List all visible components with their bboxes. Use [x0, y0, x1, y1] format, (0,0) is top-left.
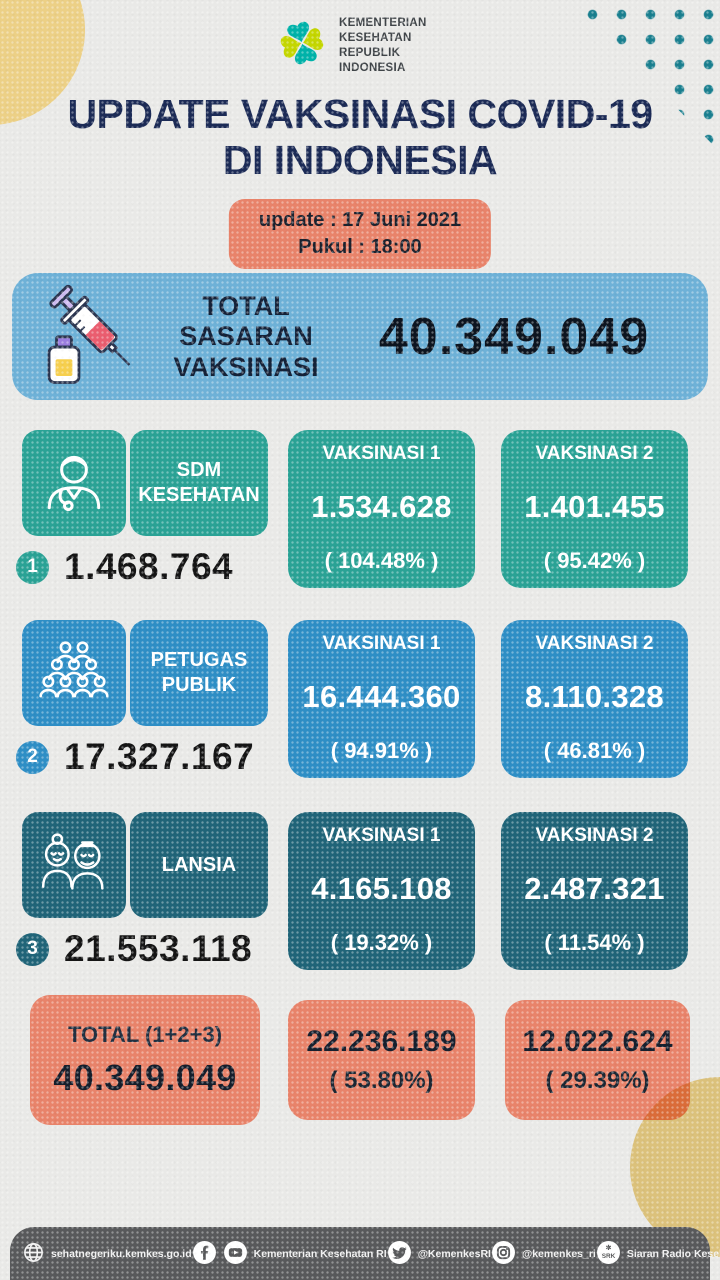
vaksinasi-2-label: VAKSINASI 2: [535, 443, 654, 464]
elderly-couple-icon: [22, 812, 126, 918]
group-name: SDM KESEHATAN: [130, 430, 268, 536]
total-vaksinasi-2-value: 12.022.624: [522, 1025, 673, 1058]
group-petugas-publik: PETUGAS PUBLIK 2 17.327.167 VAKSINASI 1 …: [16, 620, 688, 778]
social-media-footer: sehatnegeriku.kemkes.go.id Kementerian K…: [10, 1227, 720, 1280]
grand-total-card: TOTAL (1+2+3) 40.349.049: [30, 995, 260, 1125]
vaksinasi-2-card: VAKSINASI 2 2.487.321 ( 11.54% ): [501, 812, 688, 970]
instagram-handle: @kemenkes_ri: [521, 1247, 596, 1260]
group-sdm-kesehatan: SDM KESEHATAN 1 1.468.764 VAKSINASI 1 1.…: [16, 430, 688, 588]
vaksinasi-2-value: 8.110.328: [525, 678, 664, 714]
twitter-item: @KemenkesRI: [387, 1240, 491, 1268]
svg-text:SRK: SRK: [602, 1253, 616, 1260]
page-title: UPDATE VAKSINASI COVID-19 DI INDONESIA: [0, 91, 720, 184]
radio-item: SRK Siaran Radio Kesehatan: [596, 1240, 720, 1268]
vaksinasi-1-percent: ( 94.91% ): [330, 738, 433, 763]
youtube-icon: [223, 1240, 248, 1268]
vaksinasi-1-value: 16.444.360: [302, 678, 461, 714]
ministry-name: KEMENTERIAN KESEHATAN REPUBLIK INDONESIA: [339, 17, 427, 74]
globe-icon: [22, 1241, 45, 1267]
update-time: Pukul : 18:00: [298, 236, 422, 258]
vaksinasi-2-percent: ( 11.54% ): [544, 930, 645, 955]
vaksinasi-2-card: VAKSINASI 2 1.401.455 ( 95.42% ): [501, 430, 688, 588]
total-vaksinasi-1-value: 22.236.189: [306, 1025, 457, 1058]
vaksinasi-2-card: VAKSINASI 2 8.110.328 ( 46.81% ): [501, 620, 688, 778]
vaksinasi-1-value: 1.534.628: [311, 488, 452, 524]
update-date-badge: update : 17 Juni 2021 Pukul : 18:00: [228, 199, 492, 269]
total-target-label: TOTAL SASARAN VAKSINASI: [173, 291, 319, 382]
title-line-1: UPDATE VAKSINASI COVID-19: [67, 91, 653, 137]
group-name: LANSIA: [130, 812, 268, 918]
vaksinasi-1-value: 4.165.108: [311, 870, 452, 906]
group-lansia: LANSIA 3 21.553.118 VAKSINASI 1 4.165.10…: [16, 812, 688, 970]
vaksinasi-1-label: VAKSINASI 1: [322, 633, 441, 654]
vaksinasi-2-value: 2.487.321: [524, 870, 665, 906]
instagram-icon: [491, 1240, 516, 1268]
srk-radio-icon: SRK: [596, 1240, 621, 1268]
website-item: sehatnegeriku.kemkes.go.id: [22, 1241, 192, 1267]
website-url: sehatnegeriku.kemkes.go.id: [51, 1247, 192, 1260]
title-line-2: DI INDONESIA: [222, 136, 498, 183]
syringe-vial-icon: [36, 275, 148, 398]
vaksinasi-2-label: VAKSINASI 2: [535, 633, 654, 654]
vaksinasi-1-card: VAKSINASI 1 1.534.628 ( 104.48% ): [288, 430, 475, 588]
vaksinasi-1-card: VAKSINASI 1 4.165.108 ( 19.32% ): [288, 812, 475, 970]
grand-total-label: TOTAL (1+2+3): [67, 1021, 223, 1047]
group-number-badge: 2: [16, 740, 49, 774]
vaksinasi-1-label: VAKSINASI 1: [322, 443, 441, 464]
vaksinasi-2-percent: ( 46.81% ): [543, 738, 646, 763]
group-number-badge: 3: [16, 932, 49, 966]
group-target-value: 21.553.118: [64, 928, 253, 969]
group-target-value: 1.468.764: [64, 546, 234, 587]
total-vaksinasi-1-card: 22.236.189 ( 53.80%): [288, 1000, 475, 1120]
total-target-value: 40.349.049: [378, 307, 650, 366]
twitter-handle: @KemenkesRI: [417, 1247, 491, 1260]
facebook-icon: [192, 1240, 217, 1268]
facebook-youtube-item: Kementerian Kesehatan RI: [192, 1240, 387, 1268]
vaksinasi-2-label: VAKSINASI 2: [535, 825, 654, 846]
update-date: update : 17 Juni 2021: [258, 209, 462, 231]
radio-label: Siaran Radio Kesehatan: [626, 1247, 720, 1260]
total-vaksinasi-1-percent: ( 53.80%): [329, 1067, 434, 1094]
facebook-youtube-handle: Kementerian Kesehatan RI: [253, 1247, 387, 1260]
vaksinasi-1-card: VAKSINASI 1 16.444.360 ( 94.91% ): [288, 620, 475, 778]
ministry-brand: KEMENTERIAN KESEHATAN REPUBLIK INDONESIA: [0, 16, 720, 76]
group-name: PETUGAS PUBLIK: [130, 620, 268, 726]
group-target-value: 17.327.167: [64, 736, 255, 777]
total-target-banner: TOTAL SASARAN VAKSINASI 40.349.049: [12, 273, 708, 400]
vaksinasi-1-label: VAKSINASI 1: [322, 825, 441, 846]
kemenkes-logo-icon: [275, 16, 329, 75]
instagram-item: @kemenkes_ri: [491, 1240, 596, 1268]
total-vaksinasi-2-percent: ( 29.39%): [545, 1067, 650, 1094]
vaksinasi-2-value: 1.401.455: [524, 488, 665, 524]
vaksinasi-2-percent: ( 95.42% ): [543, 548, 646, 573]
crowd-icon: [22, 620, 126, 726]
grand-total-row: TOTAL (1+2+3) 40.349.049 22.236.189 ( 53…: [30, 995, 690, 1125]
doctor-icon: [22, 430, 126, 536]
vaksinasi-1-percent: ( 19.32% ): [330, 930, 433, 955]
group-number-badge: 1: [16, 550, 49, 584]
grand-total-value: 40.349.049: [53, 1056, 237, 1098]
twitter-icon: [387, 1240, 412, 1268]
vaksinasi-1-percent: ( 104.48% ): [324, 548, 439, 573]
